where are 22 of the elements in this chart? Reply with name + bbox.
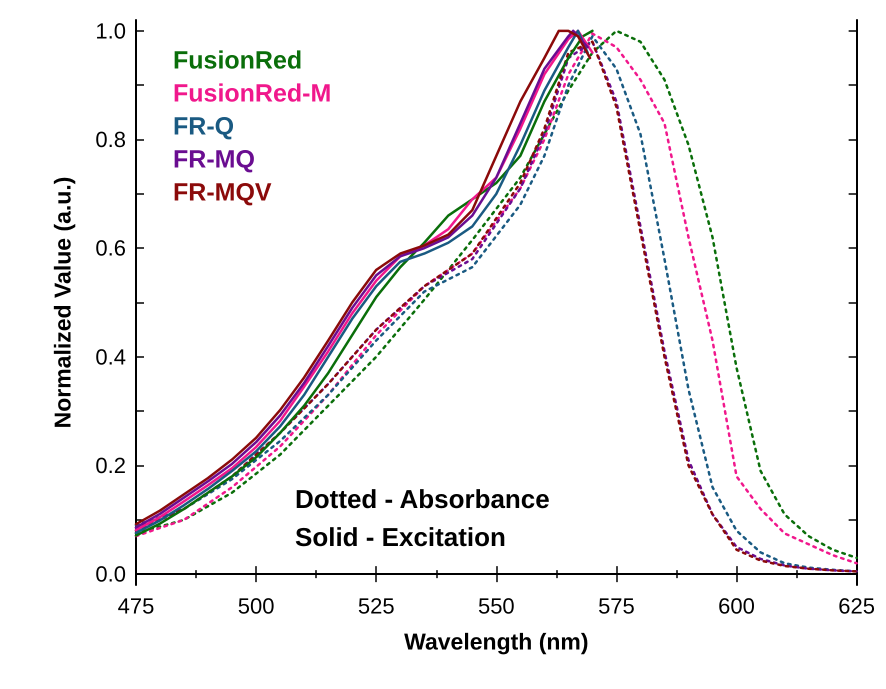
x-tick-label: 625: [838, 594, 876, 618]
x-tick-label: 550: [478, 594, 515, 618]
annotation: Dotted - Absorbance: [295, 484, 550, 514]
x-tick-label: 600: [718, 594, 755, 618]
text: FusionRed: [173, 46, 302, 74]
text: FusionRed-M: [173, 80, 332, 108]
x-tick-label: 525: [358, 594, 395, 618]
text: FR-MQ: [173, 146, 255, 174]
x-axis-title: Wavelength (nm): [404, 628, 589, 654]
y-tick-label: 0.8: [95, 127, 126, 152]
y-tick-label: 0.0: [95, 562, 126, 587]
y-tick-label: 0.4: [95, 344, 126, 370]
y-tick-label: 1.0: [95, 18, 126, 44]
text: FR-MQV: [173, 178, 272, 206]
y-tick-label: 0.6: [95, 236, 126, 261]
x-tick-label: 575: [598, 594, 635, 618]
text: FR-Q: [173, 112, 234, 140]
annotation: Solid - Excitation: [295, 522, 506, 552]
x-tick-label: 475: [118, 594, 154, 618]
x-tick-label: 500: [238, 594, 274, 618]
y-tick-label: 0.2: [95, 452, 126, 478]
y-axis-title: Normalized Value (a.u.): [50, 176, 76, 428]
